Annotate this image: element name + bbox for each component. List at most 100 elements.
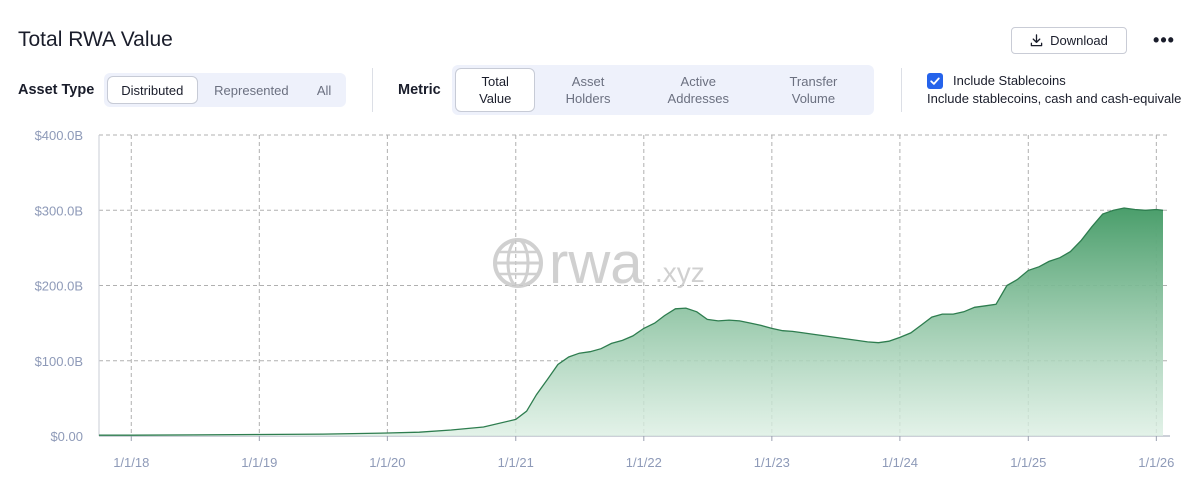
data-point — [193, 433, 196, 436]
data-point — [770, 327, 773, 330]
data-point — [546, 378, 549, 381]
metric-option-active-addresses[interactable]: Active Addresses — [641, 68, 756, 112]
data-point — [1005, 284, 1008, 287]
data-point — [995, 303, 998, 306]
data-point — [684, 307, 687, 310]
metric-selector: Total Value Asset Holders Active Address… — [452, 65, 874, 115]
metric-option-line: Transfer — [789, 74, 838, 89]
download-label: Download — [1050, 33, 1108, 48]
metric-option-line: Total — [481, 74, 509, 89]
data-point — [695, 310, 698, 313]
area-fill — [99, 208, 1163, 436]
data-point — [482, 425, 485, 428]
globe-icon — [493, 238, 543, 288]
y-tick-label: $100.0B — [35, 354, 83, 369]
metric-option-transfer-volume[interactable]: Transfer Volume — [756, 68, 871, 112]
data-point — [1123, 206, 1126, 209]
data-point — [759, 324, 762, 327]
x-tick-label: 1/1/22 — [626, 455, 662, 470]
data-point — [1058, 256, 1061, 259]
metric-option-asset-holders[interactable]: Asset Holders — [535, 68, 640, 112]
data-point — [909, 331, 912, 334]
data-point — [1144, 209, 1147, 212]
data-point — [1101, 213, 1104, 216]
download-icon — [1030, 34, 1043, 47]
data-point — [418, 431, 421, 434]
series-line — [99, 207, 1164, 436]
metric-option-total-value[interactable]: Total Value — [455, 68, 536, 112]
page-title: Total RWA Value — [18, 28, 173, 51]
data-point — [653, 322, 656, 325]
x-tick-label: 1/1/26 — [1138, 455, 1174, 470]
include-stablecoins-label[interactable]: Include Stablecoins — [953, 73, 1066, 88]
data-point — [1133, 208, 1136, 211]
x-tick-label: 1/1/21 — [498, 455, 534, 470]
data-point — [802, 331, 805, 334]
data-point — [706, 318, 709, 321]
data-point — [781, 329, 784, 332]
data-point — [952, 313, 955, 316]
data-point — [812, 333, 815, 336]
data-point — [578, 352, 581, 355]
data-point — [1162, 209, 1165, 212]
asset-type-option-all[interactable]: All — [316, 82, 332, 98]
data-point — [1016, 278, 1019, 281]
data-point — [258, 433, 261, 436]
data-point — [728, 319, 731, 322]
data-point — [525, 410, 528, 413]
metric-option-line: Asset — [571, 74, 605, 89]
data-point — [631, 334, 634, 337]
data-point — [642, 327, 645, 330]
asset-type-option-distributed[interactable]: Distributed — [107, 76, 198, 104]
asset-type-label: Asset Type — [18, 82, 95, 98]
include-stablecoins-checkbox[interactable] — [927, 73, 943, 89]
rwa-watermark: rwa .xyz — [493, 231, 705, 296]
data-point — [984, 304, 987, 307]
include-stablecoins-description: Include stablecoins, cash and cash-equiv… — [927, 91, 1182, 106]
y-tick-label: $0.00 — [50, 429, 83, 444]
data-point — [450, 428, 453, 431]
data-point — [535, 393, 538, 396]
asset-type-selector: Distributed Represented All — [104, 73, 346, 107]
data-point — [898, 336, 901, 339]
data-point — [856, 339, 859, 342]
download-button[interactable]: Download — [1011, 27, 1127, 54]
data-point — [791, 330, 794, 333]
x-tick-label: 1/1/19 — [241, 455, 277, 470]
rwa-area-chart: $0.00 $100.0B $200.0B $300.0B $400.0B 1/1/18… — [35, 128, 1175, 470]
data-point — [514, 418, 517, 421]
data-point — [567, 355, 570, 358]
asset-type-option-represented[interactable]: Represented — [214, 82, 289, 98]
data-point — [888, 340, 891, 343]
data-point — [941, 313, 944, 316]
metric-label: Metric — [398, 82, 441, 98]
more-options-icon[interactable]: ••• — [1153, 29, 1175, 50]
data-point — [610, 342, 613, 345]
data-point — [1027, 269, 1030, 272]
data-point — [845, 337, 848, 340]
data-point — [1155, 208, 1158, 211]
divider — [372, 68, 373, 112]
data-point — [877, 341, 880, 344]
data-point — [130, 434, 133, 437]
x-axis: 1/1/18 1/1/19 1/1/20 1/1/21 1/1/22 1/1/23 1/1/… — [113, 455, 1174, 470]
data-point — [1112, 209, 1115, 212]
data-point — [866, 340, 869, 343]
data-point — [919, 324, 922, 327]
y-tick-label: $200.0B — [35, 279, 83, 294]
data-point — [386, 431, 389, 434]
data-point — [1069, 250, 1072, 253]
x-tick-label: 1/1/25 — [1010, 455, 1046, 470]
checkmark-icon — [930, 77, 940, 85]
watermark-suffix: .xyz — [655, 257, 705, 288]
x-tick-label: 1/1/18 — [113, 455, 149, 470]
data-point — [738, 319, 741, 322]
y-tick-label: $400.0B — [35, 128, 83, 143]
y-tick-label: $300.0B — [35, 203, 83, 218]
y-axis: $0.00 $100.0B $200.0B $300.0B $400.0B — [35, 128, 83, 444]
divider — [901, 68, 902, 112]
data-point — [1080, 239, 1083, 242]
metric-option-line: Holders — [565, 91, 611, 106]
watermark-brand: rwa — [549, 231, 643, 296]
data-point — [621, 339, 624, 342]
